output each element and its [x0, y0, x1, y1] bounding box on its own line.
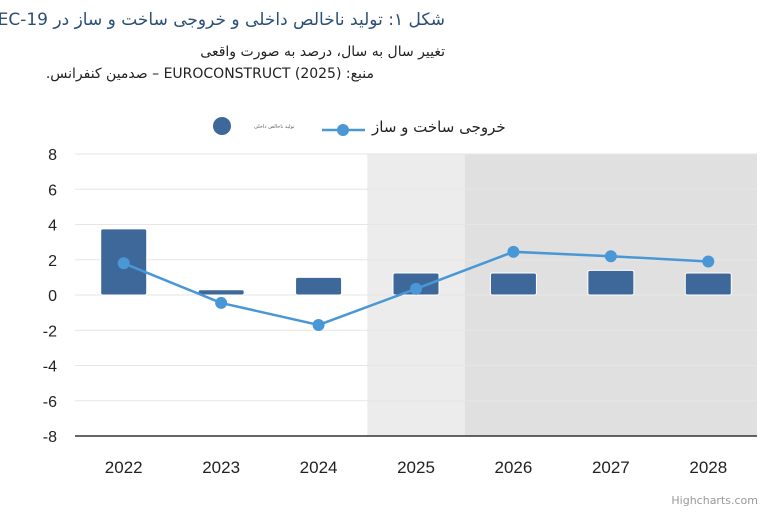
x-tick-label: 2026 [495, 458, 533, 477]
y-tick-label: 2 [48, 253, 57, 270]
bar [197, 289, 245, 296]
y-tick-label: 8 [48, 147, 57, 164]
legend-line-label[interactable]: خروجی ساخت و ساز [372, 118, 506, 136]
chart-subtitle-line2: منبع: EUROCONSTRUCT (2025) – صدمین کنفرا… [45, 66, 374, 82]
legend-line-marker [337, 124, 349, 136]
line-point [117, 257, 130, 270]
y-tick-label: -2 [43, 323, 57, 340]
y-tick-label: -6 [43, 394, 57, 411]
y-tick-label: 6 [48, 182, 57, 199]
line-point [507, 245, 520, 258]
bar [587, 269, 635, 296]
line-point [410, 282, 422, 295]
legend-bar-symbol [213, 117, 231, 135]
y-tick-label: 0 [48, 288, 57, 305]
y-tick-label: 4 [48, 218, 57, 235]
highcharts-credit[interactable]: Highcharts.com [671, 494, 758, 507]
x-tick-label: 2022 [105, 458, 143, 477]
line-point [702, 255, 715, 268]
line-point [604, 250, 617, 263]
x-tick-label: 2028 [689, 458, 727, 477]
bar [684, 272, 732, 296]
line-point [215, 296, 228, 309]
line-point [312, 318, 325, 331]
chart-subtitle-line1: تغییر سال به سال، درصد به صورت واقعی [200, 44, 445, 60]
x-tick-label: 2024 [300, 458, 338, 477]
bar [295, 276, 343, 296]
y-tick-label: -4 [43, 359, 57, 376]
legend-bar-label[interactable]: تولید ناخالص داخلی [254, 124, 295, 130]
chart-title: شکل ۱: تولید ناخالص داخلی و خروجی ساخت و… [0, 10, 445, 30]
x-tick-label: 2025 [397, 458, 435, 477]
x-tick-label: 2023 [202, 458, 240, 477]
x-tick-label: 2027 [592, 458, 630, 477]
y-tick-label: -8 [43, 429, 57, 446]
bar [489, 272, 537, 296]
